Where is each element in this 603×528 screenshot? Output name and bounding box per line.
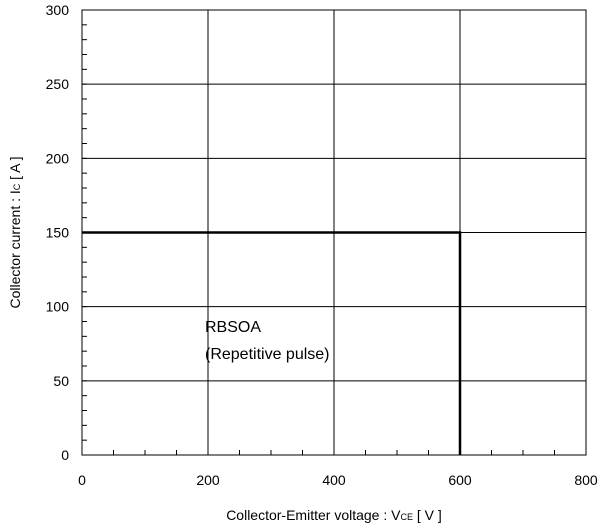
x-axis-title-subscript: CE [400, 512, 413, 522]
x-tick-label-800: 800 [574, 472, 598, 488]
y-tick-labels: 0 50 100 150 200 250 300 [46, 2, 70, 463]
y-axis-title-subscript: C [12, 183, 22, 190]
annotation-repetitive-pulse: (Repetitive pulse) [205, 346, 330, 363]
annotation-rbsoa: RBSOA [205, 319, 261, 336]
y-tick-label-300: 300 [46, 2, 70, 18]
x-axis-title: Collector-Emitter voltage : VCE [ V ] [226, 507, 442, 523]
y-axis-title-main: Collector current : I [7, 190, 23, 308]
y-axis-title-unit: [ A ] [7, 156, 23, 183]
x-axis-title-unit: [ V ] [413, 507, 442, 523]
x-tick-labels: 0 200 400 600 800 [78, 472, 598, 488]
series-group [82, 231, 462, 455]
x-tick-label-600: 600 [448, 472, 472, 488]
y-tick-label-0: 0 [61, 447, 69, 463]
y-tick-label-100: 100 [46, 299, 70, 315]
x-tick-label-400: 400 [322, 472, 346, 488]
y-tick-label-200: 200 [46, 150, 70, 166]
y-axis-title: Collector current : IC [ A ] [7, 156, 23, 308]
y-tick-label-250: 250 [46, 76, 70, 92]
series-line-0 [82, 231, 462, 455]
x-tick-label-0: 0 [78, 472, 86, 488]
y-tick-label-150: 150 [46, 225, 70, 241]
x-axis-title-main: Collector-Emitter voltage : V [226, 507, 401, 523]
x-tick-label-200: 200 [196, 472, 220, 488]
y-tick-label-50: 50 [53, 373, 69, 389]
